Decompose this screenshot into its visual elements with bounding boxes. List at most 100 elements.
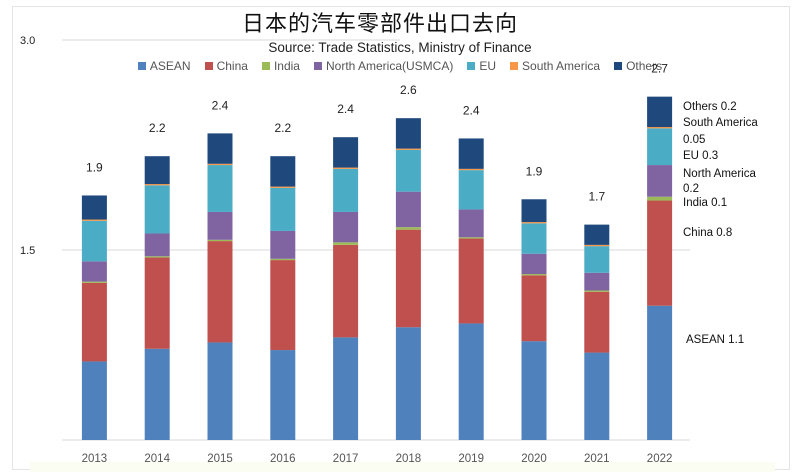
bar-segment-south-america-2017 <box>333 167 359 169</box>
legend: ASEAN China India North America(USMCA) EU Sou… <box>0 59 800 73</box>
legend-swatch <box>137 62 146 70</box>
total-label-2019: 2.4 <box>463 103 480 117</box>
bar-segment-asean-2015 <box>207 342 233 440</box>
bar-segment-south-america-2016 <box>270 186 296 188</box>
bar-segment-asean-2022 <box>647 305 673 440</box>
annotation-south-america: South America <box>683 117 758 129</box>
bar-segment-india-2015 <box>207 239 233 242</box>
legend-label: EU <box>479 59 497 73</box>
bar-segment-others-2014 <box>144 156 170 185</box>
legend-label: ASEAN <box>149 59 191 73</box>
legend-swatch <box>614 62 623 70</box>
total-label-2016: 2.2 <box>274 121 291 135</box>
bar-segment-north-america-usmca-2013 <box>81 261 107 282</box>
bar-segment-north-america-usmca-2017 <box>333 211 359 243</box>
y-tick-label: 1.5 <box>20 245 35 257</box>
bar-segment-north-america-usmca-2015 <box>207 211 233 240</box>
bar-segment-china-2018 <box>395 229 421 328</box>
bar-segment-india-2016 <box>270 258 296 261</box>
bar-segment-others-2015 <box>207 133 233 164</box>
legend-label: North America(USMCA) <box>325 59 454 73</box>
legend-label: Others <box>626 59 663 73</box>
annotation-eu: EU 0.3 <box>683 150 718 162</box>
bar-segment-india-2020 <box>521 274 547 276</box>
total-label-2014: 2.2 <box>149 121 166 135</box>
total-label-2020: 1.9 <box>526 164 543 178</box>
bar-segment-south-america-2014 <box>144 184 170 186</box>
bar-segment-others-2018 <box>395 118 421 149</box>
annotation-north-america-usmca: 0.2 <box>683 183 699 195</box>
bar-segment-south-america-2022 <box>647 127 673 129</box>
legend-swatch <box>467 62 476 70</box>
bar-segment-china-2021 <box>584 291 610 353</box>
bar-segment-south-america-2019 <box>458 168 484 171</box>
bar-segment-india-2021 <box>584 290 610 292</box>
bar-segment-eu-2017 <box>333 168 359 212</box>
bar-segment-eu-2014 <box>144 185 170 234</box>
bar-segment-asean-2020 <box>521 341 547 440</box>
legend-swatch <box>261 62 270 70</box>
legend-item-china: China <box>204 59 248 73</box>
bar-segment-china-2013 <box>81 282 107 362</box>
annotation-others: Others 0.2 <box>683 101 737 113</box>
annotation-asean: ASEAN 1.1 <box>686 334 744 346</box>
bar-segment-china-2017 <box>333 244 359 338</box>
bar-segment-china-2016 <box>270 260 296 351</box>
legend-item-eu: EU <box>467 59 496 73</box>
total-label-2015: 2.4 <box>212 98 229 112</box>
bar-segment-others-2016 <box>270 156 296 187</box>
total-label-2021: 1.7 <box>588 190 605 204</box>
chart-title: 日本的汽车零部件出口去向 <box>241 12 518 37</box>
total-label-2017: 2.4 <box>337 102 354 116</box>
bar-segment-north-america-usmca-2020 <box>521 253 547 275</box>
bar-segment-india-2019 <box>458 237 484 239</box>
bar-segment-south-america-2015 <box>207 163 233 166</box>
annotation-india: India 0.1 <box>683 197 727 209</box>
bar-segment-eu-2022 <box>647 128 673 166</box>
bar-segment-asean-2021 <box>584 352 610 440</box>
annotation-north-america-usmca: North America <box>683 168 756 180</box>
y-tick-label: 3.0 <box>20 35 35 47</box>
annotation-south-america: 0.05 <box>683 134 705 146</box>
legend-item-asean: ASEAN <box>137 59 191 73</box>
legend-item-south-america: South America <box>510 59 600 73</box>
bar-segment-china-2014 <box>144 257 170 349</box>
bar-segment-china-2019 <box>458 238 484 324</box>
total-label-2022: 2.7 <box>651 62 668 76</box>
bar-segment-others-2022 <box>647 96 673 128</box>
bar-segment-india-2018 <box>395 227 421 230</box>
bar-segment-others-2020 <box>521 199 547 223</box>
bar-segment-north-america-usmca-2019 <box>458 209 484 238</box>
legend-swatch <box>313 62 322 70</box>
legend-label: India <box>273 59 300 73</box>
bar-segment-eu-2015 <box>207 165 233 212</box>
legend-swatch <box>204 62 213 70</box>
bar-segment-asean-2017 <box>333 337 359 440</box>
bar-segment-india-2022 <box>647 196 673 201</box>
bar-segment-asean-2016 <box>270 350 296 440</box>
bar-segment-eu-2019 <box>458 170 484 210</box>
bar-segment-china-2022 <box>647 200 673 306</box>
chart-subtitle: Source: Trade Statistics, Ministry of Fi… <box>268 40 532 55</box>
total-label-2013: 1.9 <box>86 160 103 174</box>
bar-segment-asean-2018 <box>395 327 421 440</box>
legend-item-others: Others <box>614 59 662 73</box>
bar-segment-others-2013 <box>81 195 107 220</box>
bar-segment-india-2013 <box>81 281 107 283</box>
bar-segment-india-2014 <box>144 256 170 258</box>
bar-segment-india-2017 <box>333 242 359 245</box>
bar-segment-south-america-2020 <box>521 222 547 224</box>
bar-segment-south-america-2013 <box>81 219 107 221</box>
total-label-2018: 2.6 <box>400 83 417 97</box>
bar-segment-china-2015 <box>207 241 233 343</box>
bar-segment-eu-2016 <box>270 187 296 231</box>
legend-label: South America <box>522 59 601 73</box>
bar-segment-eu-2021 <box>584 246 610 273</box>
bar-segment-others-2017 <box>333 137 359 168</box>
bar-segment-eu-2020 <box>521 223 547 254</box>
footer-band <box>30 462 775 472</box>
bar-segment-eu-2013 <box>81 220 107 262</box>
bar-segment-north-america-usmca-2018 <box>395 191 421 228</box>
bar-segment-others-2021 <box>584 224 610 245</box>
